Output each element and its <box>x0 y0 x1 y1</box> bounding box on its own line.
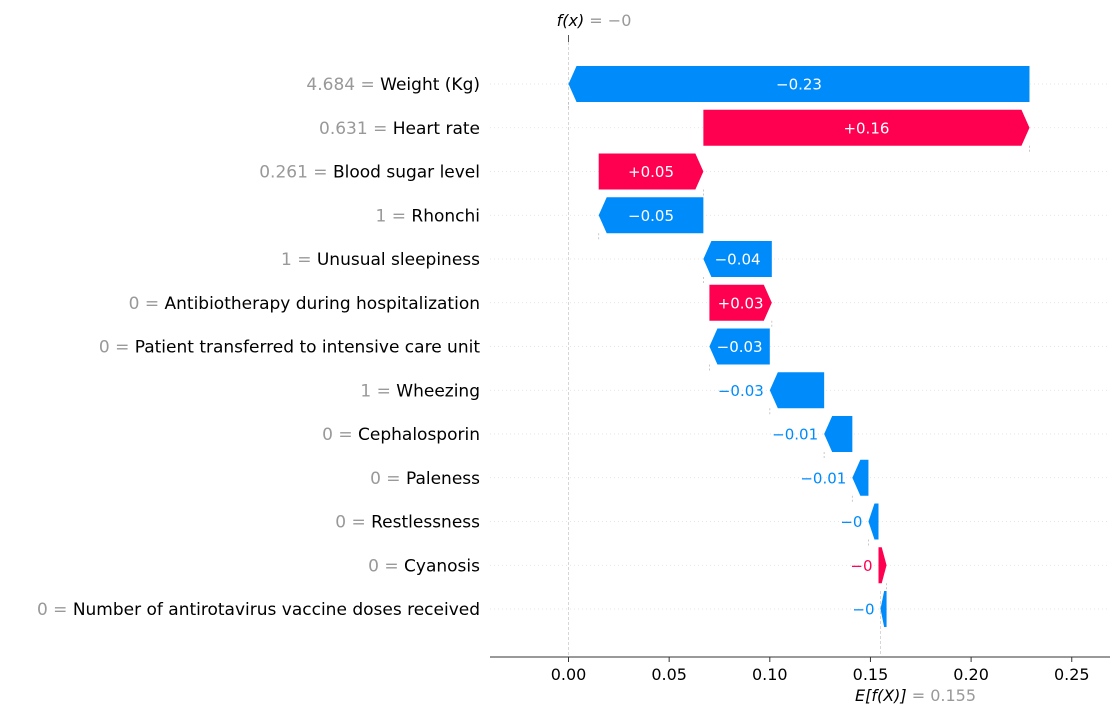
feature-name: Blood sugar level <box>333 163 480 183</box>
bar-value-label: +0.16 <box>843 119 889 137</box>
bars: −0.23 +0.16 +0.05 −0.05 −0.04 +0.03 −0.03 −0.03… <box>568 66 1030 627</box>
x-axis: 0.00 0.05 0.10 0.15 0.20 0.25 <box>490 656 1110 684</box>
feature-label: 0 = Patient transferred to intensive car… <box>99 338 480 358</box>
feature-label: 0 = Paleness <box>370 469 480 489</box>
shap-bar <box>709 328 770 365</box>
feature-label: 0.261 = Blood sugar level <box>259 163 480 183</box>
feature-value: 0 = <box>129 294 165 314</box>
base-value-name: E[f(X)] <box>855 686 907 705</box>
shap-bar <box>703 241 772 277</box>
base-value-label: E[f(X)] = 0.155 <box>855 686 976 705</box>
feature-name: Heart rate <box>393 119 480 139</box>
shap-bar <box>598 197 704 234</box>
feature-value: 1 = <box>281 250 317 270</box>
feature-label: 0 = Restlessness <box>335 513 480 533</box>
feature-value: 1 = <box>360 381 396 401</box>
feature-value: 1 = <box>376 206 412 226</box>
shap-bar <box>868 503 879 540</box>
output-value-number: −0 <box>608 11 632 30</box>
shap-bar <box>769 372 825 409</box>
feature-labels: 4.684 = Weight (Kg) 0.631 = Heart rate 0.2… <box>37 75 480 620</box>
feature-label: 1 = Unusual sleepiness <box>281 250 480 270</box>
x-ticks: 0.00 0.05 0.10 0.15 0.20 0.25 <box>551 657 1090 684</box>
base-value-number: 0.155 <box>930 686 976 705</box>
feature-label: 0 = Number of antirotavirus vaccine dose… <box>37 600 480 620</box>
feature-name: Wheezing <box>396 381 480 401</box>
feature-value: 0.631 = <box>319 119 393 139</box>
x-tick-label: 0.15 <box>853 665 889 684</box>
x-tick-label: 0.25 <box>1054 665 1090 684</box>
feature-name: Rhonchi <box>411 206 480 226</box>
feature-label: 1 = Wheezing <box>360 381 480 401</box>
shap-bar <box>824 416 853 452</box>
feature-name: Paleness <box>406 469 480 489</box>
feature-label: 1 = Rhonchi <box>376 206 480 226</box>
bar-value-label: −0.03 <box>718 382 764 400</box>
shap-bar <box>878 547 887 584</box>
feature-label: 0 = Cephalosporin <box>322 425 480 445</box>
feature-value: 0.261 = <box>259 163 333 183</box>
x-tick-label: 0.20 <box>953 665 989 684</box>
feature-value: 0 = <box>322 425 358 445</box>
feature-name: Patient transferred to intensive care un… <box>135 338 481 358</box>
bar-value-label: −0.04 <box>715 251 761 269</box>
x-tick-label: 0.00 <box>551 665 587 684</box>
shap-bar <box>852 459 869 496</box>
feature-value: 0 = <box>370 469 406 489</box>
bar-value-label: +0.03 <box>718 294 764 312</box>
feature-name: Antibiotherapy during hospitalization <box>165 294 481 314</box>
bar-value-label: −0.01 <box>772 426 818 444</box>
feature-name: Cyanosis <box>404 556 480 576</box>
feature-name: Cephalosporin <box>358 425 480 445</box>
feature-label: 0.631 = Heart rate <box>319 119 480 139</box>
feature-value: 0 = <box>368 556 404 576</box>
shap-bar <box>703 109 1030 146</box>
feature-value: 4.684 = <box>306 75 380 95</box>
bar-value-label: −0.01 <box>800 469 846 487</box>
feature-name: Restlessness <box>371 513 480 533</box>
bar-value-label: −0 <box>852 601 874 619</box>
feature-name: Number of antirotavirus vaccine doses re… <box>73 600 480 620</box>
feature-name: Weight (Kg) <box>380 75 480 95</box>
output-value-name: f(x) <box>557 11 585 30</box>
feature-label: 4.684 = Weight (Kg) <box>306 75 480 95</box>
bar-value-label: −0 <box>850 557 872 575</box>
connector-lines <box>568 42 1030 655</box>
output-value-label: f(x) = −0 <box>557 11 632 30</box>
shap-bar <box>568 66 1030 102</box>
feature-value: 0 = <box>335 513 371 533</box>
shap-bar <box>880 591 887 627</box>
feature-value: 0 = <box>99 338 135 358</box>
shap-bar <box>598 153 704 190</box>
feature-label: 0 = Cyanosis <box>368 556 480 576</box>
output-value-eq: = <box>584 11 608 30</box>
x-tick-label: 0.05 <box>651 665 687 684</box>
bar-value-label: +0.05 <box>628 163 674 181</box>
row-gridlines <box>490 83 1110 610</box>
feature-value: 0 = <box>37 600 73 620</box>
bar-value-label: −0.03 <box>717 338 763 356</box>
feature-label: 0 = Antibiotherapy during hospitalizatio… <box>129 294 480 314</box>
bar-value-label: −0 <box>840 513 862 531</box>
base-value-eq: = <box>907 686 931 705</box>
bar-value-label: −0.23 <box>776 76 822 94</box>
bar-value-label: −0.05 <box>628 207 674 225</box>
shap-bar <box>709 284 772 321</box>
x-tick-label: 0.10 <box>752 665 788 684</box>
feature-name: Unusual sleepiness <box>317 250 480 270</box>
